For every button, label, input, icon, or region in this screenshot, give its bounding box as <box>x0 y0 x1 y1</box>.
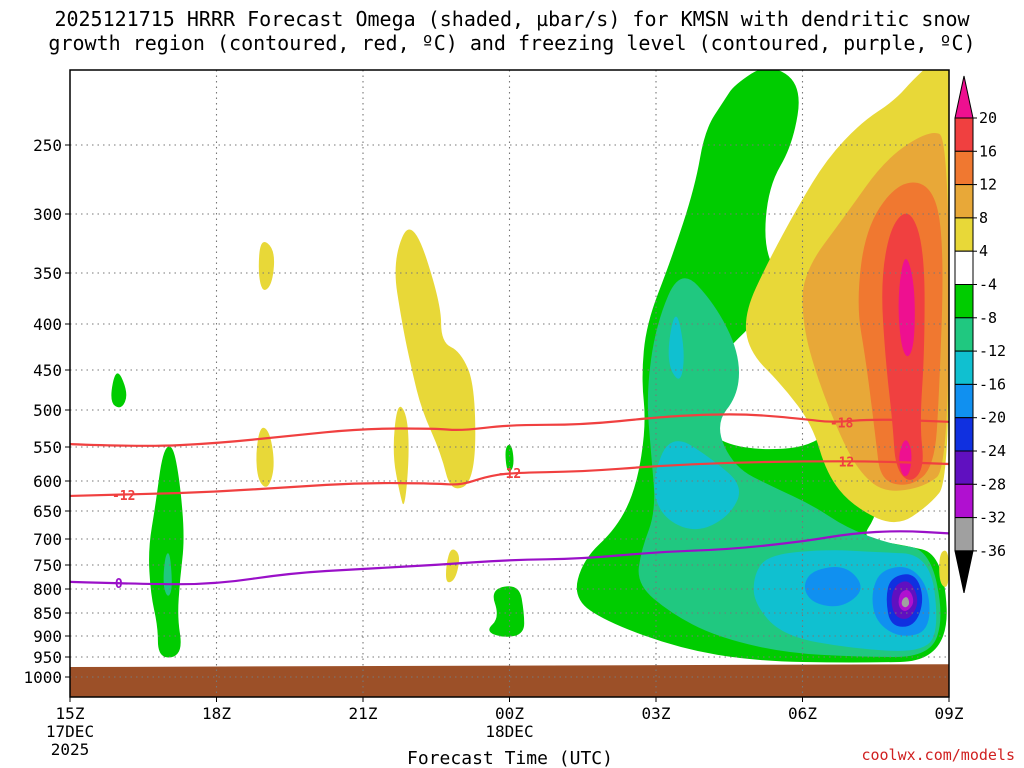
omega-region-gray <box>901 597 910 608</box>
colorbar-bottom-arrow <box>954 550 974 594</box>
x-tick-sublabel-year: 2025 <box>51 740 90 759</box>
x-tick-label-09Z: 09Z <box>935 704 964 723</box>
colorbar-label--12: -12 <box>979 342 1006 360</box>
colorbar-band-6 <box>954 284 974 319</box>
colorbar-label--28: -28 <box>979 475 1006 493</box>
omega-region-yellow-1 <box>258 242 275 290</box>
x-tick-label-06Z: 06Z <box>788 704 817 723</box>
colorbar-band-7 <box>954 317 974 352</box>
colorbar-band-2 <box>954 150 974 186</box>
omega-region-green-left-blob <box>149 446 184 658</box>
omega-region-cyan-2 <box>668 316 684 379</box>
colorbar-label-12: 12 <box>979 176 997 194</box>
y-axis: 250 300 350 400 450 500 550 600 650 700 750 800 850 9… <box>23 136 70 687</box>
colorbar-label--4: -4 <box>979 276 997 294</box>
chart-title-line-2: growth region (contoured, red, ºC) and f… <box>48 31 975 55</box>
y-tick-label-550: 550 <box>33 438 62 457</box>
colorbar-band-10 <box>954 417 974 452</box>
chart-title-line-1: 2025121715 HRRR Forecast Omega (shaded, … <box>54 7 970 31</box>
colorbar-band-9 <box>954 383 974 419</box>
contour-label-2: -12 <box>498 467 521 482</box>
y-tick-label-750: 750 <box>33 556 62 575</box>
omega-region-green-mid-2 <box>489 586 525 637</box>
x-tick-sublabel-date: 17DEC <box>46 722 94 741</box>
colorbar-label--36: -36 <box>979 542 1006 560</box>
colorbar-label--32: -32 <box>979 509 1006 527</box>
omega-region-blue-1 <box>804 567 861 607</box>
colorbar-band-4 <box>954 217 974 252</box>
x-axis-title: Forecast Time (UTC) <box>407 748 613 768</box>
colorbar-band-3 <box>954 184 974 219</box>
y-tick-label-900: 900 <box>33 627 62 646</box>
omega-shaded-regions <box>111 70 949 663</box>
colorbar-band-8 <box>954 350 974 385</box>
contour-label-4: 0 <box>115 577 123 592</box>
y-tick-label-450: 450 <box>33 361 62 380</box>
contour-freezing_level_0 <box>70 530 949 586</box>
y-tick-label-400: 400 <box>33 315 62 334</box>
y-tick-label-1000: 1000 <box>23 668 62 687</box>
x-tick-label-18Z: 18Z <box>202 704 231 723</box>
y-tick-label-850: 850 <box>33 604 62 623</box>
contour-label-3: 12 <box>839 455 855 470</box>
omega-region-yellow-3 <box>393 406 409 505</box>
y-tick-label-650: 650 <box>33 502 62 521</box>
omega-region-yellow-4 <box>395 229 476 489</box>
colorbar-label--16: -16 <box>979 375 1006 393</box>
y-tick-label-300: 300 <box>33 205 62 224</box>
y-tick-label-350: 350 <box>33 264 62 283</box>
y-tick-label-600: 600 <box>33 472 62 491</box>
omega-region-green-mid-1 <box>505 444 514 472</box>
colorbar-label-16: 16 <box>979 142 997 160</box>
omega-region-yellow-6 <box>939 550 949 587</box>
omega-region-cyan-1 <box>654 441 740 530</box>
y-tick-label-800: 800 <box>33 580 62 599</box>
colorbar-label--24: -24 <box>979 442 1006 460</box>
colorbar-top-arrow <box>954 75 974 119</box>
contour-dgz_bottom_-12 <box>70 460 949 498</box>
y-tick-label-700: 700 <box>33 530 62 549</box>
y-tick-label-950: 950 <box>33 648 62 667</box>
colorbar-band-1 <box>954 117 974 152</box>
x-tick-label-15Z: 15Z <box>56 704 85 723</box>
colorbar-label-20: 20 <box>979 109 997 127</box>
omega-region-pink-1 <box>898 258 915 357</box>
x-tick-label-03Z: 03Z <box>642 704 671 723</box>
x-tick-label-00Z: 00Z <box>495 704 524 723</box>
contour-lines <box>70 413 949 586</box>
y-tick-label-250: 250 <box>33 136 62 155</box>
chart-title: 2025121715 HRRR Forecast Omega (shaded, … <box>48 7 975 55</box>
x-tick-label-21Z: 21Z <box>349 704 378 723</box>
colorbar-label--8: -8 <box>979 309 997 327</box>
contour-label-1: -12 <box>112 489 135 504</box>
colorbar: 20 16 12 8 4 -4 -8 -12 -16 -20 -24 -28 -32 -36 <box>954 75 1006 594</box>
colorbar-label-4: 4 <box>979 242 988 260</box>
colorbar-band-11 <box>954 450 974 485</box>
y-tick-label-500: 500 <box>33 401 62 420</box>
colorbar-label-8: 8 <box>979 209 988 227</box>
colorbar-band-12 <box>954 483 974 519</box>
omega-region-green-top-left <box>111 373 127 408</box>
gridlines <box>70 70 949 697</box>
credit-text: coolwx.com/models <box>861 746 1015 764</box>
contour-labels: -18 -12 -12 12 0 <box>112 417 855 593</box>
contour-label-0: -18 <box>830 417 854 432</box>
colorbar-label--20: -20 <box>979 409 1006 427</box>
contour-dgz_top_-18 <box>70 413 949 447</box>
omega-region-yellow-2 <box>256 427 274 487</box>
omega-region-yellow-5 <box>446 549 460 583</box>
colorbar-band-5 <box>954 250 974 285</box>
colorbar-band-13 <box>954 517 974 552</box>
x-tick-sublabel-date: 18DEC <box>485 722 533 741</box>
omega-region-pink-2 <box>899 440 912 477</box>
